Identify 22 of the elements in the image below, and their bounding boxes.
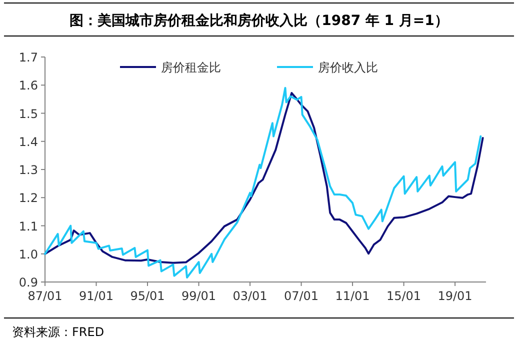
y-tick-label: 0.9 <box>18 276 38 290</box>
y-tick-label: 1.3 <box>18 163 38 177</box>
text: 资料来源：FRED <box>12 325 104 339</box>
y-tick-label: 1.7 <box>18 50 38 64</box>
y-tick-label: 1.6 <box>18 78 38 93</box>
chart-title: 图：美国城市房价租金比和房价收入比（1987 年 1 月=1） <box>70 12 448 29</box>
y-tick-label: 1.4 <box>18 134 38 149</box>
legend-label: 房价租金比 <box>161 60 221 74</box>
legend-label: 房价收入比 <box>318 60 378 74</box>
y-tick-label: 1.5 <box>18 106 38 121</box>
x-tick-label: 11/01 <box>335 289 370 303</box>
x-tick-label: 15/01 <box>386 289 422 303</box>
x-tick-label: 95/01 <box>130 289 165 303</box>
x-tick-label: 07/01 <box>284 289 319 303</box>
y-tick-label: 1.2 <box>18 191 38 206</box>
x-tick-label: 99/01 <box>181 289 216 303</box>
x-tick-label: 03/01 <box>232 289 268 303</box>
y-tick-label: 1.0 <box>18 247 38 262</box>
x-tick-label: 87/01 <box>28 289 62 303</box>
x-tick-label: 19/01 <box>438 289 472 303</box>
y-tick-label: 1.1 <box>18 219 38 234</box>
x-tick-label: 91/01 <box>78 289 114 303</box>
